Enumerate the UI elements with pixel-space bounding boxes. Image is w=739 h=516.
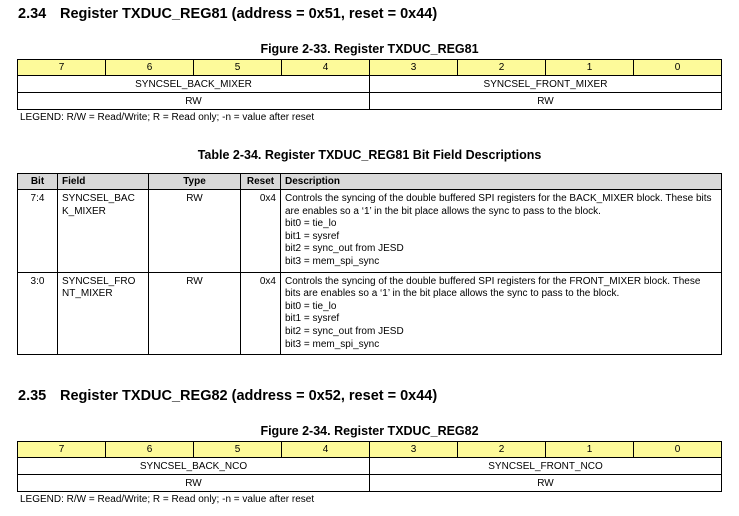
bit-cell: 1	[545, 441, 634, 458]
header-type: Type	[148, 173, 241, 190]
section-heading-2-35: 2.35 Register TXDUC_REG82 (address = 0x52…	[18, 388, 438, 404]
bit-field-table: Bit Field Type Reset Description 7:4 SYN…	[17, 173, 722, 356]
bit-cell: 1	[545, 59, 634, 76]
table-caption: Table 2-34. Register TXDUC_REG81 Bit Fie…	[197, 148, 542, 162]
bit-cell: 2	[457, 441, 546, 458]
legend: LEGEND: R/W = Read/Write; R = Read only;…	[20, 494, 315, 505]
bit-cell: 0	[633, 59, 722, 76]
bit-cell: 3	[369, 59, 458, 76]
field-cell: SYNCSEL_BACK_MIXER	[17, 75, 370, 93]
bit-cell: 6	[105, 441, 194, 458]
table-row: 7:4 SYNCSEL_BAC K_MIXER RW 0x4 Controls t…	[17, 189, 722, 273]
bit-cell: 5	[193, 441, 282, 458]
bit-cell: 7	[17, 59, 106, 76]
bit-cell: 5	[193, 59, 282, 76]
field-cell: SYNCSEL_FRONT_MIXER	[369, 75, 722, 93]
figure-caption: Figure 2-33. Register TXDUC_REG81	[260, 42, 479, 56]
legend: LEGEND: R/W = Read/Write; R = Read only;…	[20, 112, 315, 123]
field-cell: SYNCSEL_FRONT_NCO	[369, 457, 722, 475]
table-row: 3:0 SYNCSEL_FRO NT_MIXER RW 0x4 Controls …	[17, 271, 722, 356]
bit-cell: 6	[105, 59, 194, 76]
header-reset: Reset	[240, 173, 281, 190]
field-cell: SYNCSEL_BACK_NCO	[17, 457, 370, 475]
access-cell: RW	[369, 92, 722, 110]
bit-cell: 4	[281, 59, 370, 76]
header-field: Field	[57, 173, 149, 190]
section-heading-2-34: 2.34 Register TXDUC_REG81 (address = 0x51…	[18, 6, 438, 22]
bit-cell: 0	[633, 441, 722, 458]
header-bit: Bit	[17, 173, 58, 190]
header-description: Description	[280, 173, 722, 190]
bit-cell: 7	[17, 441, 106, 458]
bit-cell: 2	[457, 59, 546, 76]
bit-cell: 3	[369, 441, 458, 458]
access-cell: RW	[369, 474, 722, 492]
access-cell: RW	[17, 474, 370, 492]
figure-caption: Figure 2-34. Register TXDUC_REG82	[260, 424, 479, 438]
access-cell: RW	[17, 92, 370, 110]
bit-cell: 4	[281, 441, 370, 458]
